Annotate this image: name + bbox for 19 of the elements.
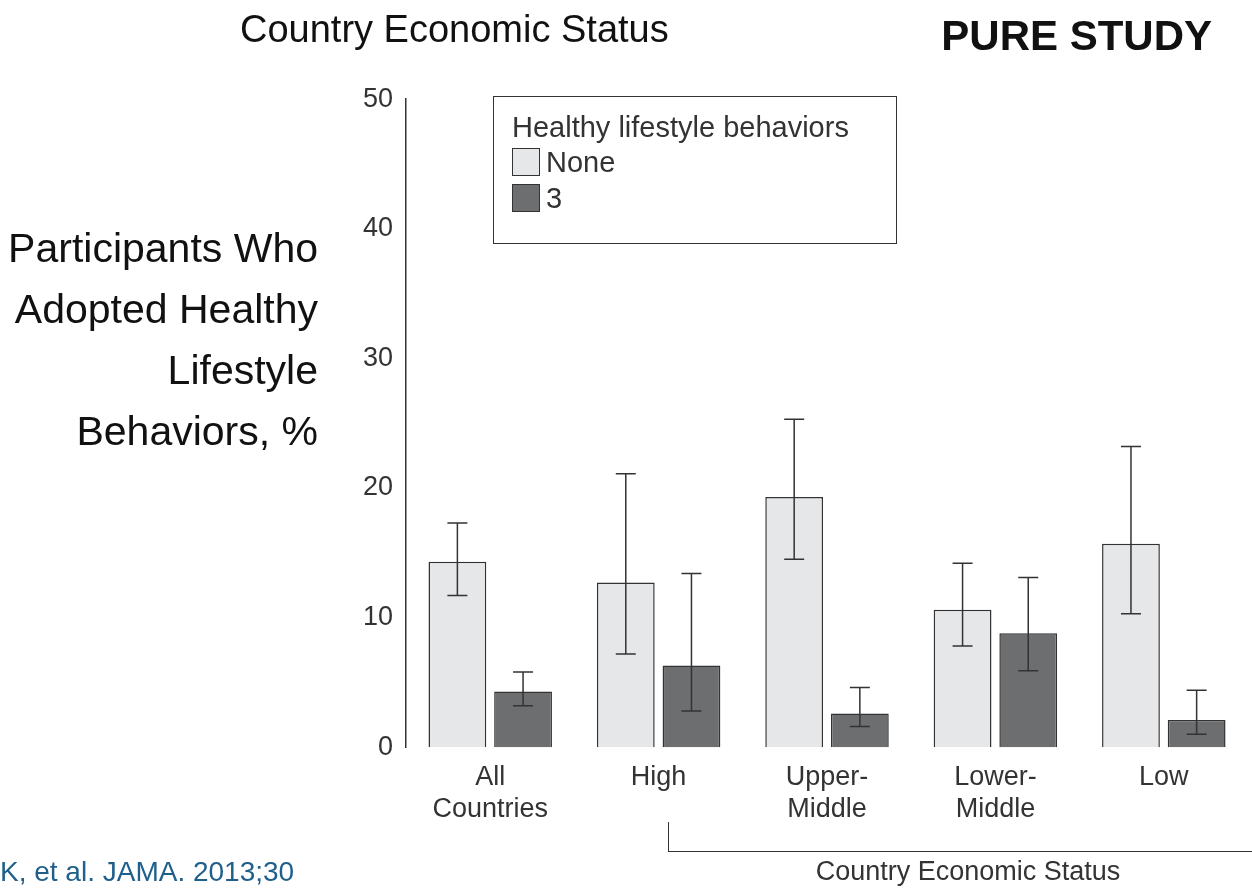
y-tick-label: 0 [378,730,394,761]
y-tick-label: 30 [362,341,394,372]
y-tick-label: 50 [362,82,394,113]
x-tick-label: Lower-Middle [954,760,1037,824]
x-tick-label: High [630,760,687,791]
legend-title: Healthy lifestyle behaviors [512,111,850,144]
x-axis-title: Country Economic Status [814,856,1122,887]
y-tick-label: 10 [362,601,394,632]
x-tick-label: All Countries [432,760,549,824]
legend-label: None [545,144,617,180]
y-tick-label: 20 [362,471,394,502]
text: K, et al. JAMA. 2013;30 [0,856,295,888]
x-tick-label: Upper-Middle [785,760,869,824]
chart-title: Country Economic Status [240,8,669,51]
y-axis-title: Participants Who Adopted Healthy Lifestyle Behaviors, % [7,224,318,456]
y-tick-label: 40 [362,212,394,243]
legend-label: 3 [545,180,564,216]
x-tick-label: Low [1139,760,1190,791]
chart-subtitle: PURE STUDY [941,12,1212,60]
